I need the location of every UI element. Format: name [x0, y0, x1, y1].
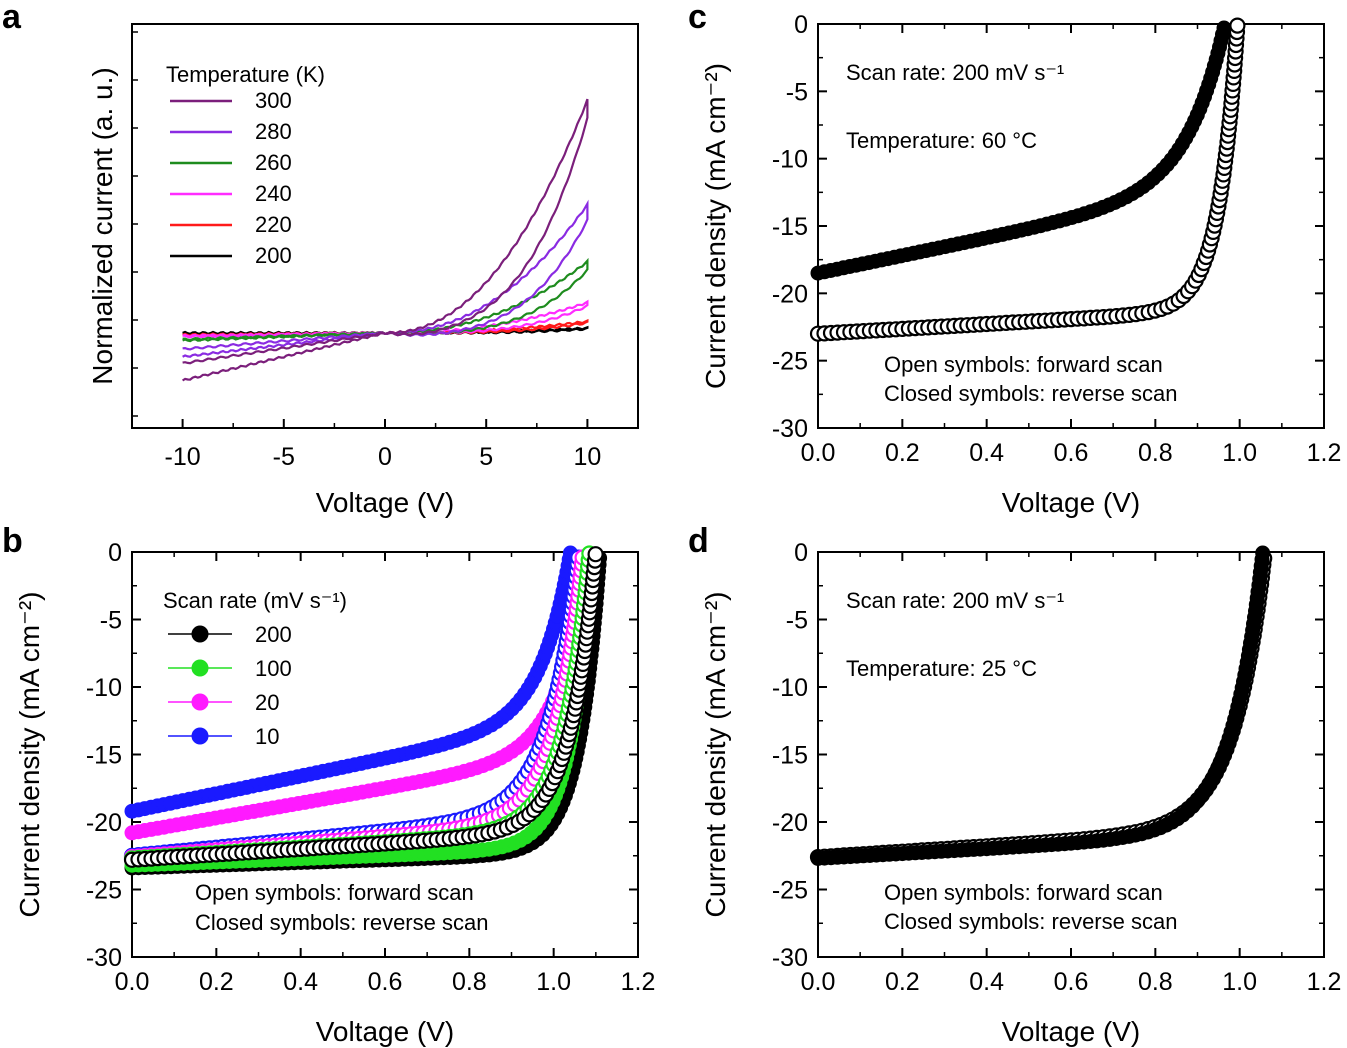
legend-title: Scan rate (mV s⁻¹) [163, 588, 347, 613]
x-tick-label: 5 [479, 443, 493, 471]
y-tick-label: 0 [108, 539, 122, 567]
x-tick-label: 1.2 [621, 968, 656, 996]
y-axis-label: Current density (mA cm⁻²) [700, 63, 731, 389]
note-scan-rate: Scan rate: 200 mV s⁻¹ [846, 60, 1064, 85]
note-temperature: Temperature: 25 °C [846, 656, 1037, 681]
x-tick-label: 1.0 [536, 968, 571, 996]
x-axis-label: Voltage (V) [316, 1016, 455, 1047]
loop-300K [182, 98, 589, 382]
legend-label: 260 [255, 150, 292, 175]
x-tick-label: 1.2 [1307, 439, 1342, 467]
y-tick-label: -30 [772, 944, 808, 972]
x-tick-label: 0.0 [115, 968, 150, 996]
x-axis-label: Voltage (V) [1002, 487, 1141, 518]
x-tick-label: 0 [378, 443, 392, 471]
y-tick-label: -30 [772, 415, 808, 443]
y-tick-label: -20 [86, 809, 122, 837]
note-open: Open symbols: forward scan [884, 352, 1163, 377]
x-tick-label: 10 [573, 443, 601, 471]
y-tick-label: -5 [100, 607, 122, 635]
panel-c: 0.0 0.2 0.4 0.6 0.8 1.0 1.2 0 -5 -10 -15 -20 -25 -30 V… [700, 11, 1341, 518]
fwd-200-point [587, 546, 604, 563]
legend-label: 300 [255, 88, 292, 113]
legend-label: 240 [255, 181, 292, 206]
rev-c-point [1216, 20, 1232, 36]
x-tick-label: 0.6 [1054, 968, 1089, 996]
x-tick-label: 0.0 [801, 439, 836, 467]
x-tick-label: 0.2 [885, 439, 920, 467]
note-open: Open symbols: forward scan [884, 880, 1163, 905]
y-axis-label: Current density (mA cm⁻²) [14, 592, 45, 918]
panel-label-a: a [2, 0, 22, 36]
x-tick-label: 0.8 [452, 968, 487, 996]
x-tick-label: 1.2 [1307, 968, 1342, 996]
note-closed: Closed symbols: reverse scan [884, 381, 1177, 406]
x-axis-label: Voltage (V) [1002, 1016, 1141, 1047]
legend-label: 10 [255, 724, 279, 749]
x-tick-label: 1.0 [1222, 439, 1257, 467]
panel-d: 0.0 0.2 0.4 0.6 0.8 1.0 1.2 0 -5 -10 -15 -20 -25 -30 V… [700, 539, 1341, 1047]
x-tick-label: 0.2 [885, 968, 920, 996]
note-open: Open symbols: forward scan [195, 880, 474, 905]
legend-marker [191, 693, 209, 711]
x-tick-label: 0.6 [1054, 439, 1089, 467]
legend-title: Temperature (K) [166, 62, 325, 87]
legend-label: 200 [255, 622, 292, 647]
y-tick-label: -10 [772, 674, 808, 702]
x-tick-label: -5 [273, 443, 295, 471]
loop-280K [182, 199, 589, 358]
x-tick-label: 0.4 [969, 968, 1004, 996]
x-tick-label: 0.0 [801, 968, 836, 996]
note-temperature: Temperature: 60 °C [846, 128, 1037, 153]
y-tick-label: -25 [772, 348, 808, 376]
x-axis-label: Voltage (V) [316, 487, 455, 518]
panel-label-b: b [2, 522, 23, 560]
y-tick-label: 0 [794, 11, 808, 39]
y-axis-label: Current density (mA cm⁻²) [700, 592, 731, 918]
panel-label-c: c [688, 0, 707, 36]
legend-marker [191, 727, 209, 745]
x-tick-label: 0.8 [1138, 968, 1173, 996]
y-axis-label: Normalized current (a. u.) [87, 67, 118, 384]
legend-marker [191, 625, 209, 643]
rev-d-point [1255, 545, 1271, 561]
note-closed: Closed symbols: reverse scan [884, 909, 1177, 934]
legend-label: 100 [255, 656, 292, 681]
note-closed: Closed symbols: reverse scan [195, 910, 488, 935]
y-tick-label: -15 [772, 742, 808, 770]
x-tick-label: -10 [165, 443, 201, 471]
x-tick-label: 0.4 [283, 968, 318, 996]
panel-a: -10 -5 0 5 10 Voltage (V) Normalized current (… [87, 23, 639, 518]
x-tick-label: 0.6 [368, 968, 403, 996]
x-tick-label: 0.8 [1138, 439, 1173, 467]
legend-label: 20 [255, 690, 279, 715]
y-tick-label: -5 [786, 78, 808, 106]
legend-label: 200 [255, 243, 292, 268]
y-tick-label: -20 [772, 809, 808, 837]
y-tick-label: 0 [794, 539, 808, 567]
x-tick-label: 0.4 [969, 439, 1004, 467]
y-tick-label: -10 [86, 674, 122, 702]
x-tick-label: 1.0 [1222, 968, 1257, 996]
note-scan-rate: Scan rate: 200 mV s⁻¹ [846, 588, 1064, 613]
y-tick-label: -15 [772, 213, 808, 241]
y-tick-label: -25 [86, 877, 122, 905]
y-tick-label: -15 [86, 742, 122, 770]
y-tick-label: -30 [86, 944, 122, 972]
x-tick-label: 0.2 [199, 968, 234, 996]
y-tick-label: -5 [786, 607, 808, 635]
y-tick-label: -20 [772, 280, 808, 308]
y-tick-label: -10 [772, 146, 808, 174]
legend-marker [191, 659, 209, 677]
y-tick-label: -25 [772, 877, 808, 905]
fwd-c-point [1229, 17, 1246, 34]
legend-label: 220 [255, 212, 292, 237]
loop-260K [182, 257, 589, 343]
legend-label: 280 [255, 119, 292, 144]
panel-label-d: d [688, 522, 709, 560]
panel-b: 0.0 0.2 0.4 0.6 0.8 1.0 1.2 0 -5 -10 -15 -20 -25 -30 V… [14, 539, 655, 1047]
